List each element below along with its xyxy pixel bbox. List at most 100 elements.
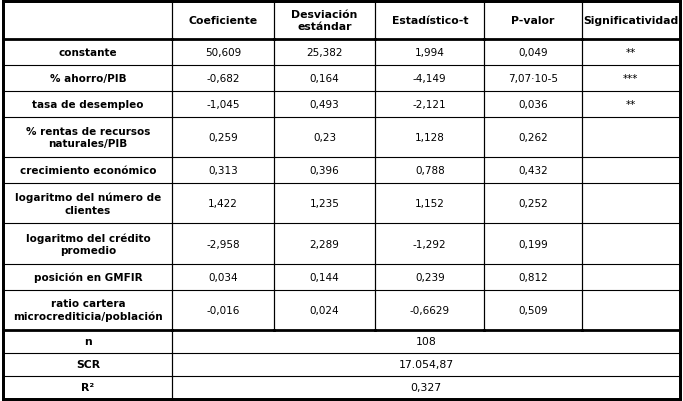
Text: tasa de desempleo: tasa de desempleo (32, 100, 143, 110)
Bar (274, 66, 376, 92)
Bar (484, 264, 582, 290)
Text: P-valor: P-valor (512, 16, 555, 26)
Bar (3, 40, 172, 66)
Text: 0,509: 0,509 (518, 305, 548, 315)
Bar (3, 290, 172, 330)
Bar (172, 224, 274, 264)
Text: 0,313: 0,313 (208, 166, 238, 176)
Bar (376, 224, 484, 264)
Bar (172, 184, 274, 224)
Bar (582, 184, 680, 224)
Text: -1,045: -1,045 (206, 100, 240, 110)
Text: n: n (84, 336, 92, 346)
Bar (582, 118, 680, 158)
Bar (274, 40, 376, 66)
Bar (172, 40, 274, 66)
Bar (582, 40, 680, 66)
Bar (3, 353, 172, 376)
Bar (172, 264, 274, 290)
Text: 1,128: 1,128 (415, 133, 445, 143)
Bar (3, 376, 172, 399)
Text: 0,036: 0,036 (518, 100, 548, 110)
Text: 0,262: 0,262 (518, 133, 548, 143)
Bar (274, 224, 376, 264)
Bar (172, 2, 274, 40)
Bar (3, 184, 172, 224)
Text: 0,239: 0,239 (415, 272, 445, 282)
Text: 0,493: 0,493 (309, 100, 339, 110)
Bar (3, 92, 172, 118)
Text: 2,289: 2,289 (309, 239, 339, 249)
Text: 0,432: 0,432 (518, 166, 548, 176)
Text: posición en GMFIR: posición en GMFIR (33, 272, 142, 282)
Bar (3, 66, 172, 92)
Text: logaritmo del crédito
promedio: logaritmo del crédito promedio (25, 233, 150, 255)
Text: 0,024: 0,024 (310, 305, 339, 315)
Text: Desviación
estándar: Desviación estándar (292, 10, 358, 32)
Text: SCR: SCR (76, 360, 100, 370)
Text: -4,149: -4,149 (413, 74, 447, 84)
Text: 0,252: 0,252 (518, 199, 548, 209)
Text: 108: 108 (416, 336, 436, 346)
Text: 17.054,87: 17.054,87 (398, 360, 454, 370)
Text: 0,034: 0,034 (208, 272, 238, 282)
Text: 25,382: 25,382 (307, 48, 343, 58)
Text: 0,327: 0,327 (410, 383, 442, 393)
Text: Coeficiente: Coeficiente (189, 16, 257, 26)
Bar (484, 118, 582, 158)
Bar (582, 2, 680, 40)
Bar (3, 330, 172, 353)
Bar (484, 92, 582, 118)
Text: 0,812: 0,812 (518, 272, 548, 282)
Text: -1,292: -1,292 (413, 239, 447, 249)
Text: -0,682: -0,682 (206, 74, 240, 84)
Text: 0,144: 0,144 (309, 272, 339, 282)
Bar (274, 2, 376, 40)
Bar (3, 224, 172, 264)
Text: logaritmo del número de
clientes: logaritmo del número de clientes (15, 192, 161, 215)
Bar (376, 118, 484, 158)
Text: 0,23: 0,23 (313, 133, 336, 143)
Text: 1,422: 1,422 (208, 199, 238, 209)
Text: % ahorro/PIB: % ahorro/PIB (50, 74, 126, 84)
Text: % rentas de recursos
naturales/PIB: % rentas de recursos naturales/PIB (26, 127, 150, 149)
Bar (274, 92, 376, 118)
Text: -2,958: -2,958 (206, 239, 240, 249)
Bar (582, 290, 680, 330)
Bar (376, 2, 484, 40)
Bar (172, 66, 274, 92)
Text: 1,994: 1,994 (415, 48, 445, 58)
Text: Estadístico-t: Estadístico-t (391, 16, 468, 26)
Bar (376, 66, 484, 92)
Text: ***: *** (623, 74, 639, 84)
Text: 0,164: 0,164 (309, 74, 339, 84)
Text: 50,609: 50,609 (205, 48, 241, 58)
Bar (582, 224, 680, 264)
Bar (484, 40, 582, 66)
Bar (274, 184, 376, 224)
Bar (274, 118, 376, 158)
Text: crecimiento económico: crecimiento económico (20, 166, 156, 176)
Bar (582, 92, 680, 118)
Bar (3, 264, 172, 290)
Text: R²: R² (81, 383, 94, 393)
Text: 0,788: 0,788 (415, 166, 445, 176)
Bar (3, 158, 172, 184)
Text: **: ** (626, 100, 636, 110)
Text: -0,6629: -0,6629 (410, 305, 450, 315)
Bar (172, 376, 680, 399)
Text: 0,049: 0,049 (518, 48, 548, 58)
Bar (376, 264, 484, 290)
Text: constante: constante (59, 48, 117, 58)
Bar (376, 290, 484, 330)
Bar (484, 2, 582, 40)
Bar (3, 118, 172, 158)
Text: 1,235: 1,235 (309, 199, 339, 209)
Bar (376, 40, 484, 66)
Text: 0,396: 0,396 (309, 166, 339, 176)
Bar (484, 290, 582, 330)
Bar (484, 224, 582, 264)
Bar (172, 353, 680, 376)
Text: -0,016: -0,016 (206, 305, 240, 315)
Text: 0,199: 0,199 (518, 239, 548, 249)
